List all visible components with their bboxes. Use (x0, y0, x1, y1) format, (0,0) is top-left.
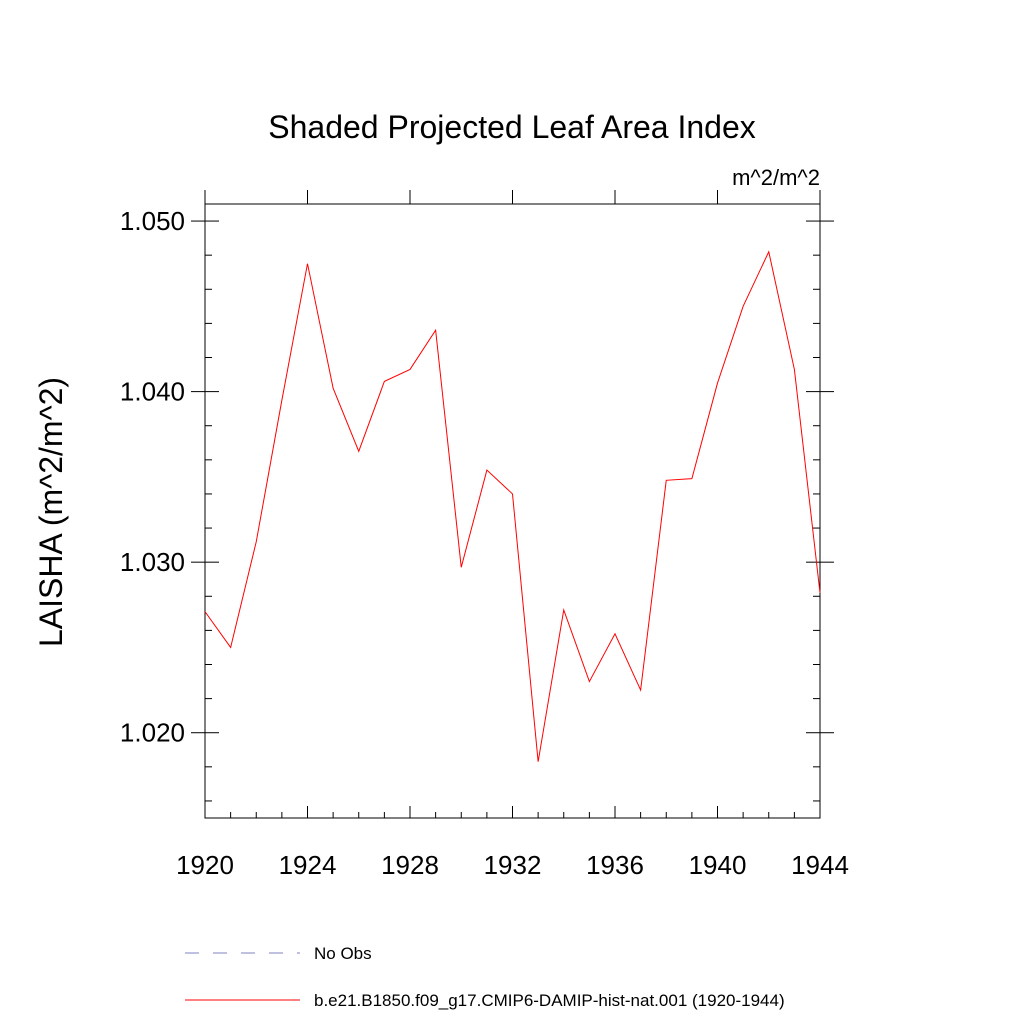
y-tick-label: 1.020 (120, 718, 185, 748)
units-label: m^2/m^2 (732, 165, 820, 190)
series-layer (204, 250, 821, 762)
x-tick-label: 1944 (791, 850, 849, 880)
y-axis-label: LAISHA (m^2/m^2) (33, 377, 69, 647)
x-tick-label: 1940 (689, 850, 747, 880)
x-tick-label: 1928 (381, 850, 439, 880)
chart-title: Shaded Projected Leaf Area Index (268, 109, 755, 145)
y-tick-label: 1.040 (120, 377, 185, 407)
legend-label-0: No Obs (314, 944, 372, 963)
y-tick-label: 1.030 (120, 547, 185, 577)
tick-labels: 1920 1924 1928 1932 1936 1940 1944 1.020 1.030 1.… (120, 206, 849, 880)
axis-ticks (191, 190, 834, 818)
legend: No Obs b.e21.B1850.f09_g17.CMIP6-DAMIP-hi… (185, 944, 785, 1010)
plot-frame (204, 203, 821, 819)
y-tick-label: 1.050 (120, 206, 185, 236)
x-tick-label: 1920 (176, 850, 234, 880)
series-line-1 (204, 250, 821, 762)
legend-label-1: b.e21.B1850.f09_g17.CMIP6-DAMIP-hist-nat… (314, 991, 785, 1010)
x-tick-label: 1932 (484, 850, 542, 880)
x-tick-label: 1936 (586, 850, 644, 880)
x-tick-label: 1924 (279, 850, 337, 880)
